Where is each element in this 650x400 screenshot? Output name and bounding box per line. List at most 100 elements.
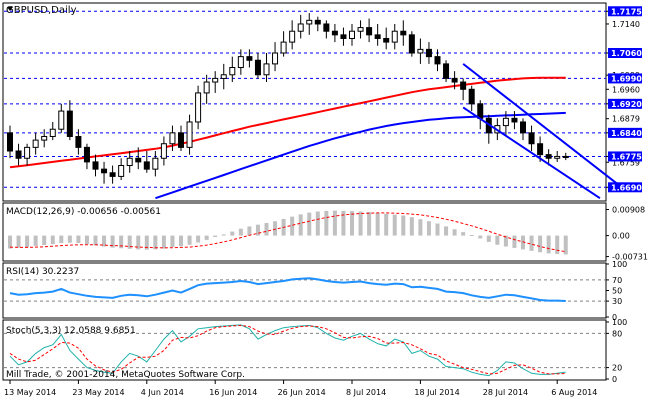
- stoch-panel: 100 80 20 0 Stoch(5,3,3) 12.0588 9.6851 Mil…: [2, 318, 627, 384]
- price-level-label-box: [608, 73, 642, 84]
- candle-body: [272, 52, 279, 65]
- macd-histogram-bar: [264, 222, 269, 236]
- price-level-label-box: [608, 6, 642, 17]
- candle-body: [203, 81, 210, 94]
- macd-histogram-bar: [50, 235, 55, 245]
- rsi-panel-frame: [2, 262, 607, 319]
- candle-body: [41, 135, 48, 141]
- candle-body: [408, 34, 415, 54]
- macd-histogram-bar: [375, 212, 380, 236]
- macd-histogram-bar: [358, 211, 363, 236]
- candle-body: [451, 77, 458, 83]
- candle-body: [443, 63, 450, 79]
- price-level-label: 1.6840: [611, 129, 642, 138]
- macd-histogram-bar: [367, 212, 372, 236]
- candle-body: [212, 77, 219, 83]
- candle-body: [229, 67, 236, 76]
- candle-body: [263, 63, 270, 76]
- x-tick-label: 8 Jul 2014: [346, 388, 386, 397]
- candle-body: [391, 30, 398, 43]
- macd-histogram-bar: [76, 235, 81, 244]
- collapse-arrow-icon[interactable]: [7, 7, 13, 11]
- stoch-main-line: [9, 324, 566, 377]
- macd-histogram-bar: [196, 235, 201, 243]
- stoch-panel-frame: [2, 319, 607, 381]
- candle-body: [66, 110, 73, 137]
- macd-histogram-bar: [187, 235, 192, 245]
- macd-histogram-bar: [350, 211, 354, 236]
- macd-histogram-bar: [230, 231, 235, 236]
- y-tick-label: 1.6879: [612, 115, 640, 124]
- price-level-label-box: [608, 127, 642, 138]
- candle-body: [537, 143, 544, 156]
- candle-body: [545, 154, 552, 159]
- stoch-panel-title: Stoch(5,3,3) 12.0588 9.6851: [6, 326, 136, 336]
- macd-histogram-bar: [84, 235, 89, 245]
- candle-body: [220, 74, 227, 79]
- macd-histogram-bar: [341, 210, 346, 236]
- price-panel-title: GBPUSD,Daily: [6, 5, 77, 16]
- candle-body: [477, 103, 484, 119]
- candle-body: [280, 41, 287, 54]
- macd-histogram-bar: [213, 235, 218, 238]
- macd-histogram-bar: [503, 235, 508, 247]
- y-tick-label: 1.7140: [612, 20, 640, 29]
- candle-body: [109, 172, 116, 177]
- macd-histogram-bar: [144, 235, 149, 250]
- macd-histogram-bar: [255, 224, 260, 236]
- macd-panel-frame: [2, 202, 607, 262]
- x-axis: 13 May 2014 23 May 2014 4 Jun 2014 16 Jun 2…: [4, 380, 597, 397]
- candle-body: [400, 30, 407, 36]
- candle-body: [314, 19, 321, 25]
- stoch-signal-line: [9, 324, 566, 375]
- macd-histogram-bar: [59, 235, 64, 244]
- trend-channel-line: [462, 106, 601, 200]
- macd-histogram-bar: [307, 212, 312, 236]
- candle-body: [340, 34, 347, 39]
- candle-body: [195, 92, 202, 123]
- candle-body: [101, 168, 108, 174]
- candle-body: [289, 30, 296, 43]
- macd-panel-title: MACD(12,26,9) -0.00656 -0.00561: [6, 207, 161, 217]
- rsi-line: [9, 277, 566, 302]
- macd-histogram-bar: [179, 235, 183, 247]
- candle-body: [143, 161, 150, 170]
- candle-body: [135, 157, 142, 163]
- macd-histogram-bar: [136, 235, 141, 250]
- candle-body: [160, 143, 167, 159]
- y-tick-label: 0.00: [612, 232, 630, 241]
- macd-histogram-bar: [563, 235, 568, 255]
- macd-histogram-bar: [33, 235, 38, 246]
- price-level-label-box: [608, 98, 642, 109]
- y-tick-label: 50: [612, 287, 622, 296]
- candle-body: [562, 155, 569, 159]
- candle-body: [417, 48, 424, 54]
- candle-body: [357, 27, 364, 32]
- macd-histogram-bar: [418, 219, 423, 236]
- macd-histogram-bar: [16, 235, 21, 248]
- candle-body: [366, 27, 373, 36]
- moving-average-fast: [155, 111, 566, 200]
- candle-body: [528, 132, 535, 145]
- price-level-label-box: [608, 48, 642, 58]
- price-level-label: 1.6690: [611, 183, 642, 192]
- candle-body: [24, 146, 31, 159]
- candle-body: [58, 110, 65, 130]
- macd-histogram-bar: [290, 216, 295, 236]
- macd-histogram-bar: [238, 228, 243, 236]
- macd-histogram-bar: [332, 210, 337, 236]
- y-tick-label: 0.00908: [612, 206, 645, 215]
- candle-body: [425, 48, 432, 58]
- macd-histogram-bar: [529, 235, 534, 251]
- macd-histogram-bar: [298, 214, 303, 236]
- y-tick-label: 80: [612, 329, 622, 338]
- macd-histogram-bar: [495, 235, 500, 245]
- x-tick-label: 28 Jul 2014: [483, 388, 528, 397]
- price-level-label-box: [608, 151, 642, 162]
- candle-body: [178, 132, 184, 148]
- macd-histogram-bar: [153, 235, 158, 250]
- candle-body: [75, 135, 82, 148]
- candle-body: [374, 34, 381, 39]
- macd-histogram-bar: [384, 213, 389, 236]
- candle-body: [383, 37, 390, 43]
